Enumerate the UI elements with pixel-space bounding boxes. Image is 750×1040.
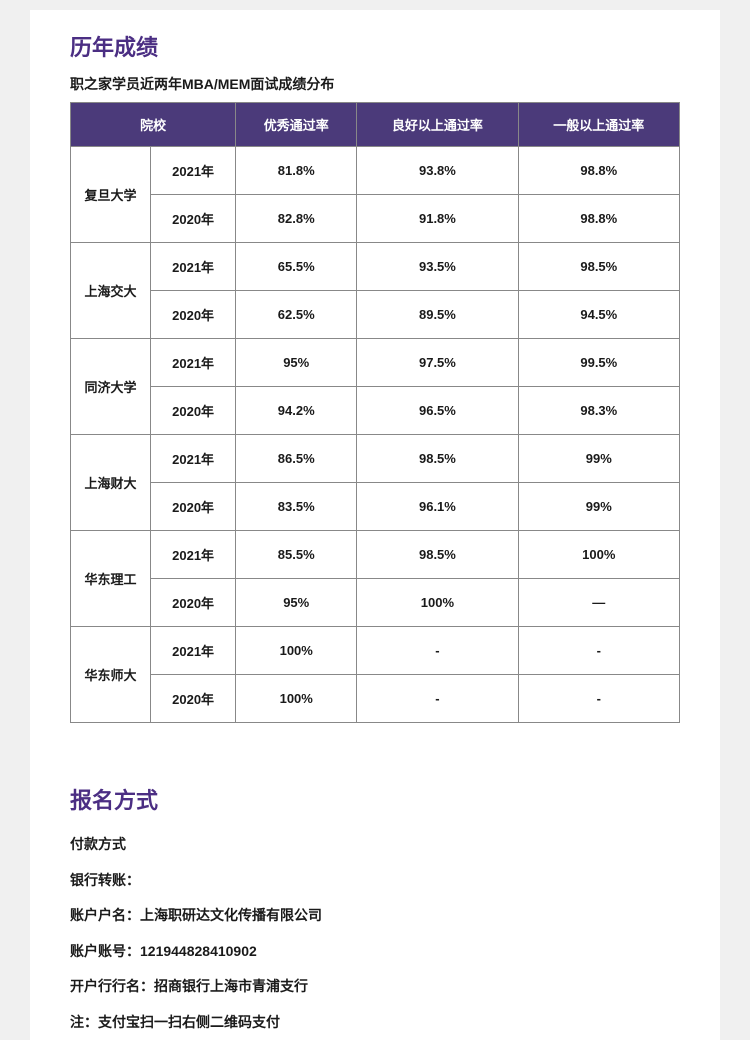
page: 历年成绩 职之家学员近两年MBA/MEM面试成绩分布 院校 优秀通过率 良好以上… bbox=[30, 10, 720, 1040]
section-results: 历年成绩 职之家学员近两年MBA/MEM面试成绩分布 院校 优秀通过率 良好以上… bbox=[70, 30, 680, 723]
payment-line: 账户账号：121944828410902 bbox=[70, 942, 680, 962]
table-row: 2020年95%100%— bbox=[71, 579, 680, 627]
cell-c2: 98.5% bbox=[357, 531, 518, 579]
table-row: 上海交大2021年65.5%93.5%98.5% bbox=[71, 243, 680, 291]
cell-year: 2020年 bbox=[151, 387, 236, 435]
cell-school: 上海财大 bbox=[71, 435, 151, 531]
cell-school: 同济大学 bbox=[71, 339, 151, 435]
cell-c3: 98.8% bbox=[518, 195, 679, 243]
cell-c2: 96.1% bbox=[357, 483, 518, 531]
payment-line: 银行转账： bbox=[70, 871, 680, 891]
table-row: 2020年82.8%91.8%98.8% bbox=[71, 195, 680, 243]
table-row: 上海财大2021年86.5%98.5%99% bbox=[71, 435, 680, 483]
cell-c2: 93.5% bbox=[357, 243, 518, 291]
section-registration: 报名方式 付款方式银行转账： 账户户名：上海职研达文化传播有限公司账户账号：121… bbox=[70, 783, 680, 1033]
cell-c2: - bbox=[357, 675, 518, 723]
cell-school: 复旦大学 bbox=[71, 147, 151, 243]
cell-c2: 91.8% bbox=[357, 195, 518, 243]
cell-c2: 98.5% bbox=[357, 435, 518, 483]
cell-year: 2021年 bbox=[151, 243, 236, 291]
cell-c1: 85.5% bbox=[236, 531, 357, 579]
cell-year: 2020年 bbox=[151, 195, 236, 243]
cell-c1: 65.5% bbox=[236, 243, 357, 291]
cell-c2: 100% bbox=[357, 579, 518, 627]
table-row: 同济大学2021年95%97.5%99.5% bbox=[71, 339, 680, 387]
cell-c2: 97.5% bbox=[357, 339, 518, 387]
cell-year: 2021年 bbox=[151, 339, 236, 387]
cell-year: 2020年 bbox=[151, 675, 236, 723]
cell-year: 2021年 bbox=[151, 531, 236, 579]
cell-c3: 94.5% bbox=[518, 291, 679, 339]
th-school: 院校 bbox=[71, 103, 236, 147]
cell-school: 华东师大 bbox=[71, 627, 151, 723]
cell-c1: 95% bbox=[236, 339, 357, 387]
th-general: 一般以上通过率 bbox=[518, 103, 679, 147]
table-row: 华东师大2021年100%-- bbox=[71, 627, 680, 675]
cell-c3: 99.5% bbox=[518, 339, 679, 387]
cell-school: 华东理工 bbox=[71, 531, 151, 627]
cell-year: 2021年 bbox=[151, 435, 236, 483]
payment-line: 付款方式 bbox=[70, 835, 680, 855]
cell-c3: 98.8% bbox=[518, 147, 679, 195]
cell-c2: - bbox=[357, 627, 518, 675]
cell-c2: 89.5% bbox=[357, 291, 518, 339]
cell-year: 2020年 bbox=[151, 579, 236, 627]
cell-year: 2020年 bbox=[151, 483, 236, 531]
cell-c3: — bbox=[518, 579, 679, 627]
cell-c3: 99% bbox=[518, 483, 679, 531]
results-subtitle: 职之家学员近两年MBA/MEM面试成绩分布 bbox=[70, 74, 680, 94]
payment-line: 注：支付宝扫一扫右侧二维码支付 bbox=[70, 1013, 680, 1033]
cell-c1: 81.8% bbox=[236, 147, 357, 195]
registration-title: 报名方式 bbox=[70, 783, 680, 815]
results-table: 院校 优秀通过率 良好以上通过率 一般以上通过率 复旦大学2021年81.8%9… bbox=[70, 102, 680, 723]
cell-c1: 100% bbox=[236, 627, 357, 675]
cell-c1: 95% bbox=[236, 579, 357, 627]
cell-c1: 94.2% bbox=[236, 387, 357, 435]
cell-c3: 98.5% bbox=[518, 243, 679, 291]
table-row: 2020年83.5%96.1%99% bbox=[71, 483, 680, 531]
cell-c3: - bbox=[518, 627, 679, 675]
results-title: 历年成绩 bbox=[70, 30, 680, 62]
payment-line: 账户户名：上海职研达文化传播有限公司 bbox=[70, 906, 680, 926]
cell-c1: 100% bbox=[236, 675, 357, 723]
cell-c2: 96.5% bbox=[357, 387, 518, 435]
cell-c1: 62.5% bbox=[236, 291, 357, 339]
cell-c3: - bbox=[518, 675, 679, 723]
cell-c3: 100% bbox=[518, 531, 679, 579]
table-row: 2020年100%-- bbox=[71, 675, 680, 723]
cell-school: 上海交大 bbox=[71, 243, 151, 339]
table-row: 2020年94.2%96.5%98.3% bbox=[71, 387, 680, 435]
table-header-row: 院校 优秀通过率 良好以上通过率 一般以上通过率 bbox=[71, 103, 680, 147]
table-row: 2020年62.5%89.5%94.5% bbox=[71, 291, 680, 339]
cell-c1: 82.8% bbox=[236, 195, 357, 243]
th-good: 良好以上通过率 bbox=[357, 103, 518, 147]
cell-year: 2021年 bbox=[151, 627, 236, 675]
payment-line: 开户行行名：招商银行上海市青浦支行 bbox=[70, 977, 680, 997]
table-row: 复旦大学2021年81.8%93.8%98.8% bbox=[71, 147, 680, 195]
cell-c3: 98.3% bbox=[518, 387, 679, 435]
cell-c1: 83.5% bbox=[236, 483, 357, 531]
cell-c3: 99% bbox=[518, 435, 679, 483]
cell-c2: 93.8% bbox=[357, 147, 518, 195]
th-excellent: 优秀通过率 bbox=[236, 103, 357, 147]
cell-year: 2021年 bbox=[151, 147, 236, 195]
table-row: 华东理工2021年85.5%98.5%100% bbox=[71, 531, 680, 579]
cell-year: 2020年 bbox=[151, 291, 236, 339]
cell-c1: 86.5% bbox=[236, 435, 357, 483]
